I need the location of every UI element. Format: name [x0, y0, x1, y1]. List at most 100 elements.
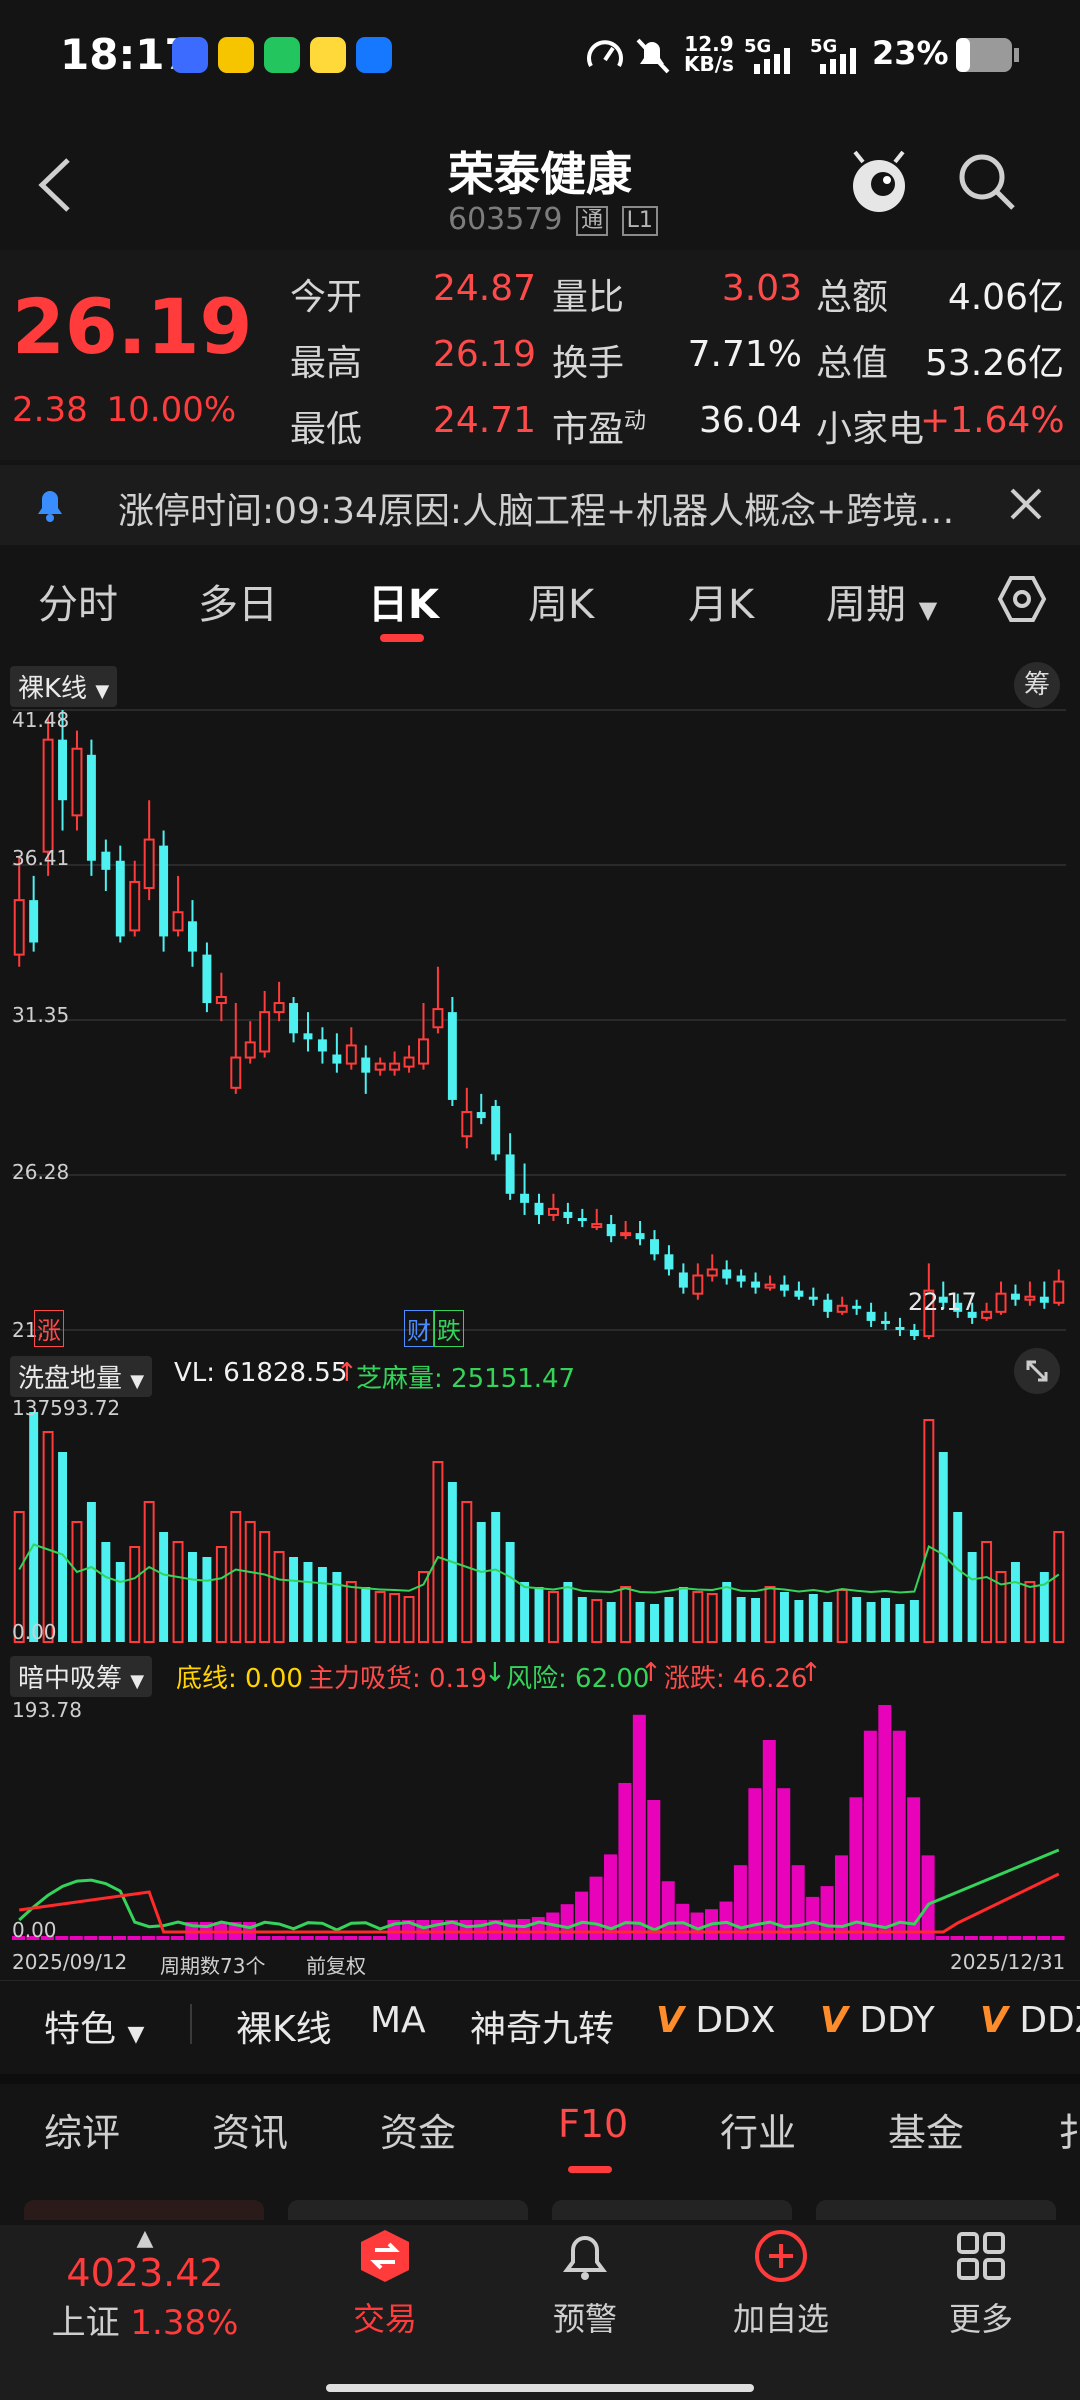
candle-body: [172, 911, 184, 932]
candle-body: [188, 921, 197, 952]
volume-bar: [86, 1502, 96, 1642]
net-speed-unit: KB/s: [684, 52, 734, 76]
indicator-bar: [488, 1919, 502, 1940]
volume-indicator-dropdown[interactable]: 洗盘地量 ▼: [10, 1356, 153, 1397]
tab-intraday[interactable]: 分时: [38, 582, 118, 628]
indicator-red-line: [19, 1872, 1060, 1934]
candle-body: [345, 1044, 357, 1065]
stock-code-row: 603579 通 L1: [448, 202, 658, 237]
special-dropdown[interactable]: 特色 ▼: [44, 2000, 144, 2052]
limit-up-notice[interactable]: [0, 465, 1080, 545]
candle-body: [895, 1326, 905, 1330]
candle-body: [58, 739, 68, 801]
indicator-bar: [257, 1936, 271, 1940]
indicator-bar: [531, 1917, 545, 1940]
tool-magic-nine[interactable]: 神奇九转: [470, 2009, 615, 2050]
nav-alert[interactable]: 预警: [510, 2228, 660, 2340]
volume-bar: [29, 1412, 39, 1642]
quote-value-open: 24.87: [432, 268, 536, 309]
battery-icon: [956, 38, 1019, 72]
signal-icon-2: [820, 48, 856, 74]
candle-body: [42, 738, 54, 853]
quote-value-market-cap: 53.26亿: [924, 343, 1064, 384]
nav-trade-label: 交易: [352, 2300, 417, 2338]
kline-chart[interactable]: [0, 700, 1080, 1340]
tool-ddz[interactable]: V DDZ: [980, 2000, 1080, 2041]
candle-body: [13, 899, 25, 956]
tab-more-partial[interactable]: 扌: [1058, 2111, 1080, 2155]
volume-bar: [273, 1551, 285, 1643]
volume-bar: [678, 1587, 688, 1642]
mascot-icon[interactable]: [845, 148, 913, 216]
volume-bar: [606, 1602, 616, 1642]
search-icon[interactable]: [955, 150, 1019, 214]
chip-distribution-button[interactable]: 筹: [1014, 662, 1060, 708]
fall-marker[interactable]: 跌: [434, 1310, 464, 1347]
tab-fund[interactable]: 基金: [888, 2111, 965, 2155]
indicator-bar: [127, 1936, 141, 1940]
tab-weekly-k[interactable]: 周K: [528, 582, 595, 628]
index-value: 4023.42: [66, 2251, 224, 2295]
indicator-dropdown[interactable]: 暗中吸筹 ▼: [10, 1656, 153, 1697]
volume-bar: [534, 1587, 544, 1642]
volume-chart[interactable]: [0, 1396, 1080, 1646]
indicator-bar: [372, 1936, 386, 1940]
volume-bar: [230, 1511, 242, 1643]
indicator-chart[interactable]: [0, 1696, 1080, 1946]
tool-naked-k[interactable]: 裸K线: [236, 2009, 332, 2050]
tab-industry[interactable]: 行业: [720, 2111, 797, 2155]
indicator-zhuli-arrow: ↓: [484, 1658, 506, 1688]
candle-body: [650, 1239, 659, 1255]
tab-daily-k[interactable]: 日K: [368, 582, 439, 628]
sector-name[interactable]: 小家电: [816, 409, 925, 450]
chevron-down-icon: ▼: [130, 1671, 145, 1692]
indicator-bar: [762, 1740, 776, 1940]
volume-ma-line: [18, 1543, 1060, 1594]
limit-up-marker[interactable]: 涨: [34, 1310, 64, 1347]
stock-name: 荣泰健康: [448, 147, 632, 201]
status-bar: 18:17 12.9 KB/s 5G 5G 23%: [0, 0, 1080, 115]
current-price: 26.19: [12, 282, 253, 371]
volume-bar: [1053, 1531, 1065, 1643]
chevron-down-icon: ▼: [130, 1371, 145, 1392]
tab-period[interactable]: 周期 ▼: [826, 572, 937, 630]
nav-trade[interactable]: 交易: [310, 2228, 460, 2340]
tab-monthly-k[interactable]: 月K: [688, 582, 755, 628]
back-arrow-icon[interactable]: [30, 150, 90, 220]
expand-button[interactable]: [1014, 1348, 1060, 1394]
candle-body: [881, 1320, 890, 1324]
nav-more[interactable]: 更多: [906, 2228, 1056, 2340]
sector-change[interactable]: +1.64%: [920, 400, 1065, 441]
indicator-bar: [474, 1919, 488, 1940]
tab-overview[interactable]: 综评: [44, 2111, 121, 2155]
tool-ma[interactable]: MA: [370, 2000, 426, 2041]
nav-alert-label: 预警: [552, 2300, 617, 2338]
kline-type-dropdown[interactable]: 裸K线 ▼: [10, 666, 118, 707]
tab-funds[interactable]: 资金: [380, 2111, 457, 2155]
indicator-bar: [170, 1936, 184, 1940]
candle-body: [995, 1292, 1007, 1313]
candle-body: [461, 1111, 473, 1138]
close-icon[interactable]: [1008, 486, 1044, 522]
volume-bar: [836, 1589, 848, 1643]
tool-ddx[interactable]: V DDX: [656, 2000, 775, 2041]
tool-ddz-label: DDZ: [1019, 2000, 1080, 2041]
indicator-bar: [777, 1788, 791, 1940]
tool-ddy[interactable]: V DDY: [820, 2000, 935, 2041]
volume-bar: [389, 1593, 401, 1643]
indicator-label: 暗中吸筹: [18, 1664, 123, 1694]
index-ticker[interactable]: ▲ 4023.42 上证 1.38%: [10, 2226, 280, 2356]
index-name: 上证: [51, 2303, 120, 2343]
tab-multi-day[interactable]: 多日: [198, 582, 278, 628]
nav-add-watchlist[interactable]: 加自选: [706, 2228, 856, 2340]
tab-f10[interactable]: F10: [558, 2102, 629, 2146]
finance-marker[interactable]: 财: [404, 1310, 434, 1347]
quote-value-low: 24.71: [432, 400, 536, 441]
indicator-bar: [979, 1936, 993, 1940]
indicator-axis-bottom: 0.00: [12, 1918, 57, 1942]
tab-news[interactable]: 资讯: [212, 2111, 289, 2155]
active-tab-indicator: [380, 634, 424, 642]
quote-value-volume-ratio: 3.03: [721, 268, 802, 309]
indicator-bar: [964, 1936, 978, 1940]
settings-hexagon-icon[interactable]: [997, 574, 1047, 624]
